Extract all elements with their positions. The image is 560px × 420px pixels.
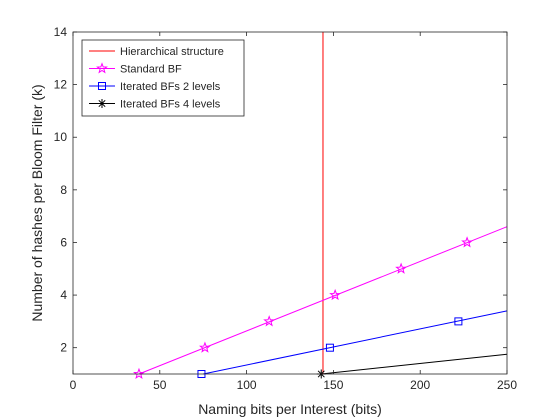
legend-label-iterated-bfs-2-levels: Iterated BFs 2 levels [120,81,221,93]
y-tick-label: 12 [54,78,68,92]
series-line-iterated-bfs-2-levels [203,310,508,375]
legend-label-hierarchical-structure: Hierarchical structure [120,46,224,58]
y-axis-ticks: 2 4 6 8 10 12 14 [54,25,507,355]
y-axis-label: Number of hashes per Bloom Filter (k) [29,84,45,321]
y-tick-label: 4 [60,288,67,302]
y-tick-label: 8 [60,183,67,197]
plot-frame [72,31,508,375]
y-tick-label: 10 [54,130,68,144]
x-tick-label: 250 [497,378,517,392]
data-point-standard-bf [461,236,474,248]
data-point-standard-bf [263,315,276,327]
legend-marker-iterated-bfs-4-levels [97,99,107,108]
legend-label-standard-bf: Standard BF [120,64,182,76]
y-tick-label: 14 [54,25,68,39]
y-tick-label: 6 [60,235,67,249]
x-tick-label: 50 [153,378,167,392]
data-point-iterated-bfs-2-levels [325,343,334,352]
series-line-standard-bf [138,226,508,375]
data-point-standard-bf [133,367,145,380]
legend-marker-iterated-bfs-2-levels [98,82,106,90]
x-axis-label: Naming bits per Interest (bits) [198,401,382,417]
series-line-iterated-bfs-4-levels [321,353,508,375]
x-axis-ticks: 0 50 100 150 200 250 [70,32,517,392]
legend-label-iterated-bfs-4-levels: Iterated BFs 4 levels [120,99,221,111]
data-point-standard-bf [329,288,342,301]
x-tick-label: 100 [237,378,257,392]
x-tick-label: 0 [70,378,77,392]
legend: Hierarchical structure Standard BF Iterate… [81,39,245,117]
data-point-standard-bf [395,262,408,274]
legend-marker-standard-bf [96,62,108,74]
x-tick-label: 200 [410,378,430,392]
x-tick-label: 150 [323,378,343,392]
y-tick-label: 2 [60,341,67,355]
data-point-standard-bf [199,341,211,353]
data-point-iterated-bfs-2-levels [454,317,463,326]
